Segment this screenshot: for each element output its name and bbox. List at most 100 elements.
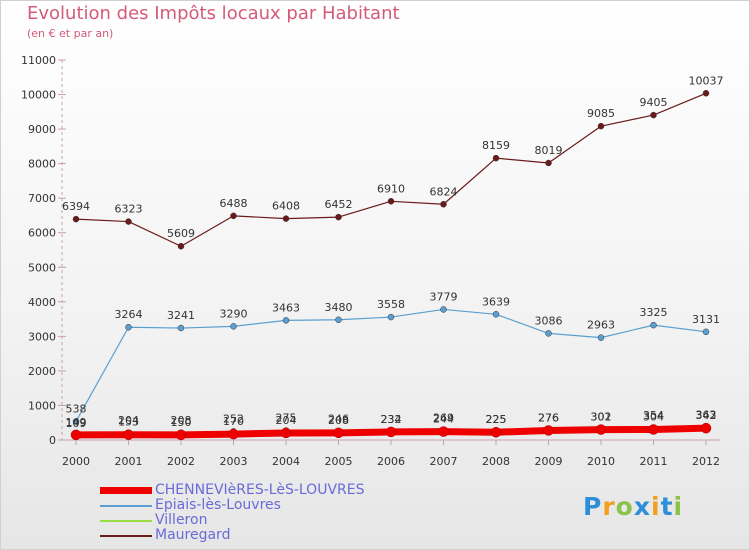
data-point (230, 212, 237, 220)
data-label: 6394 (62, 200, 90, 213)
data-point (440, 306, 447, 313)
x-tick-label: 2004 (272, 455, 300, 468)
data-point (387, 198, 395, 205)
y-tick-label: 0 (49, 434, 56, 447)
data-label: 276 (538, 411, 559, 424)
legend-swatch (100, 505, 152, 507)
data-label: 234 (381, 413, 402, 426)
data-point (702, 90, 710, 97)
data-point (282, 317, 290, 324)
proxiti-logo: Proxiti (583, 492, 683, 521)
y-tick-label: 9000 (28, 123, 56, 136)
x-tick-label: 2001 (115, 455, 143, 468)
data-label: 225 (486, 413, 507, 426)
y-tick-label: 11000 (21, 54, 56, 67)
data-label: 6488 (220, 197, 248, 210)
data-label: 252 (223, 412, 244, 425)
data-point (387, 313, 395, 321)
chart-subtitle: (en € et par an) (27, 27, 114, 40)
data-point (492, 311, 500, 318)
x-tick-label: 2000 (62, 455, 90, 468)
y-tick-label: 4000 (28, 296, 56, 309)
data-point (230, 323, 237, 330)
data-label: 5609 (167, 227, 195, 240)
data-point (545, 330, 552, 337)
data-label: 153 (118, 416, 139, 429)
data-point (597, 334, 605, 341)
x-tick-label: 2003 (220, 455, 248, 468)
data-label: 6910 (377, 182, 405, 195)
x-tick-label: 2006 (377, 455, 405, 468)
data-label: 9085 (587, 107, 615, 120)
data-point (595, 424, 607, 435)
data-point (177, 242, 185, 250)
data-point (385, 426, 397, 438)
legend-label: CHENNEVIèRES-LèS-LOUVRES (155, 482, 365, 498)
data-label: 10037 (689, 74, 724, 87)
data-point (228, 428, 239, 440)
data-label: 3264 (115, 308, 143, 321)
x-tick-label: 2012 (692, 455, 720, 468)
data-label: 109 (66, 417, 87, 430)
logo-letter: r (602, 492, 616, 521)
legend-label: Villeron (155, 512, 208, 528)
data-point (650, 111, 657, 119)
data-label: 2963 (587, 319, 615, 332)
data-point (545, 159, 552, 167)
x-tick-label: 2010 (587, 455, 615, 468)
data-label: 6824 (430, 185, 458, 198)
data-point (70, 429, 82, 441)
data-point (543, 425, 554, 436)
y-tick-label: 2000 (28, 365, 56, 378)
data-label: 3558 (377, 298, 405, 311)
data-label: 269 (433, 412, 454, 425)
logo-letter: P (583, 492, 603, 521)
data-point (72, 418, 80, 425)
data-point (492, 154, 500, 162)
legend-label: Epiais-lès-Louvres (155, 497, 281, 513)
data-label: 342 (696, 409, 717, 422)
x-tick-label: 2011 (640, 455, 668, 468)
data-label: 246 (328, 413, 349, 426)
data-label: 6323 (115, 203, 143, 216)
data-label: 8019 (535, 144, 563, 157)
data-point (648, 424, 659, 435)
data-label: 538 (66, 402, 87, 415)
logo-letter: i (673, 492, 684, 521)
data-point (125, 218, 132, 225)
data-label: 3480 (325, 301, 353, 314)
x-tick-label: 2002 (167, 455, 195, 468)
data-point (282, 215, 290, 222)
data-point (280, 427, 292, 439)
y-tick-label: 1000 (28, 399, 56, 412)
y-tick-label: 10000 (21, 89, 56, 102)
data-label: 3779 (430, 290, 458, 303)
data-point (700, 422, 712, 434)
x-tick-label: 2005 (325, 455, 353, 468)
chart-title: Evolution des Impôts locaux par Habitant (27, 3, 400, 24)
data-label: 6452 (325, 198, 353, 211)
data-label: 208 (328, 414, 349, 427)
x-tick-label: 2007 (430, 455, 458, 468)
data-point (125, 323, 132, 331)
data-label: 276 (538, 411, 559, 424)
data-label: 244 (433, 413, 454, 426)
data-label: 204 (276, 414, 297, 427)
data-point (335, 213, 342, 221)
data-label: 304 (643, 410, 664, 423)
y-tick-label: 6000 (28, 227, 56, 240)
data-label: 3463 (272, 301, 300, 314)
data-label: 3131 (692, 313, 720, 326)
data-point (702, 328, 710, 336)
data-label: 301 (591, 411, 612, 424)
y-tick-label: 5000 (28, 261, 56, 274)
x-tick-label: 2009 (535, 455, 563, 468)
data-label: 3325 (640, 306, 668, 319)
data-point (333, 427, 344, 439)
legend-swatch (100, 487, 152, 494)
data-label: 3639 (482, 295, 510, 308)
data-point (597, 122, 605, 130)
data-label: 363 (696, 408, 717, 421)
y-tick-label: 3000 (28, 330, 56, 343)
data-label: 232 (381, 413, 402, 426)
